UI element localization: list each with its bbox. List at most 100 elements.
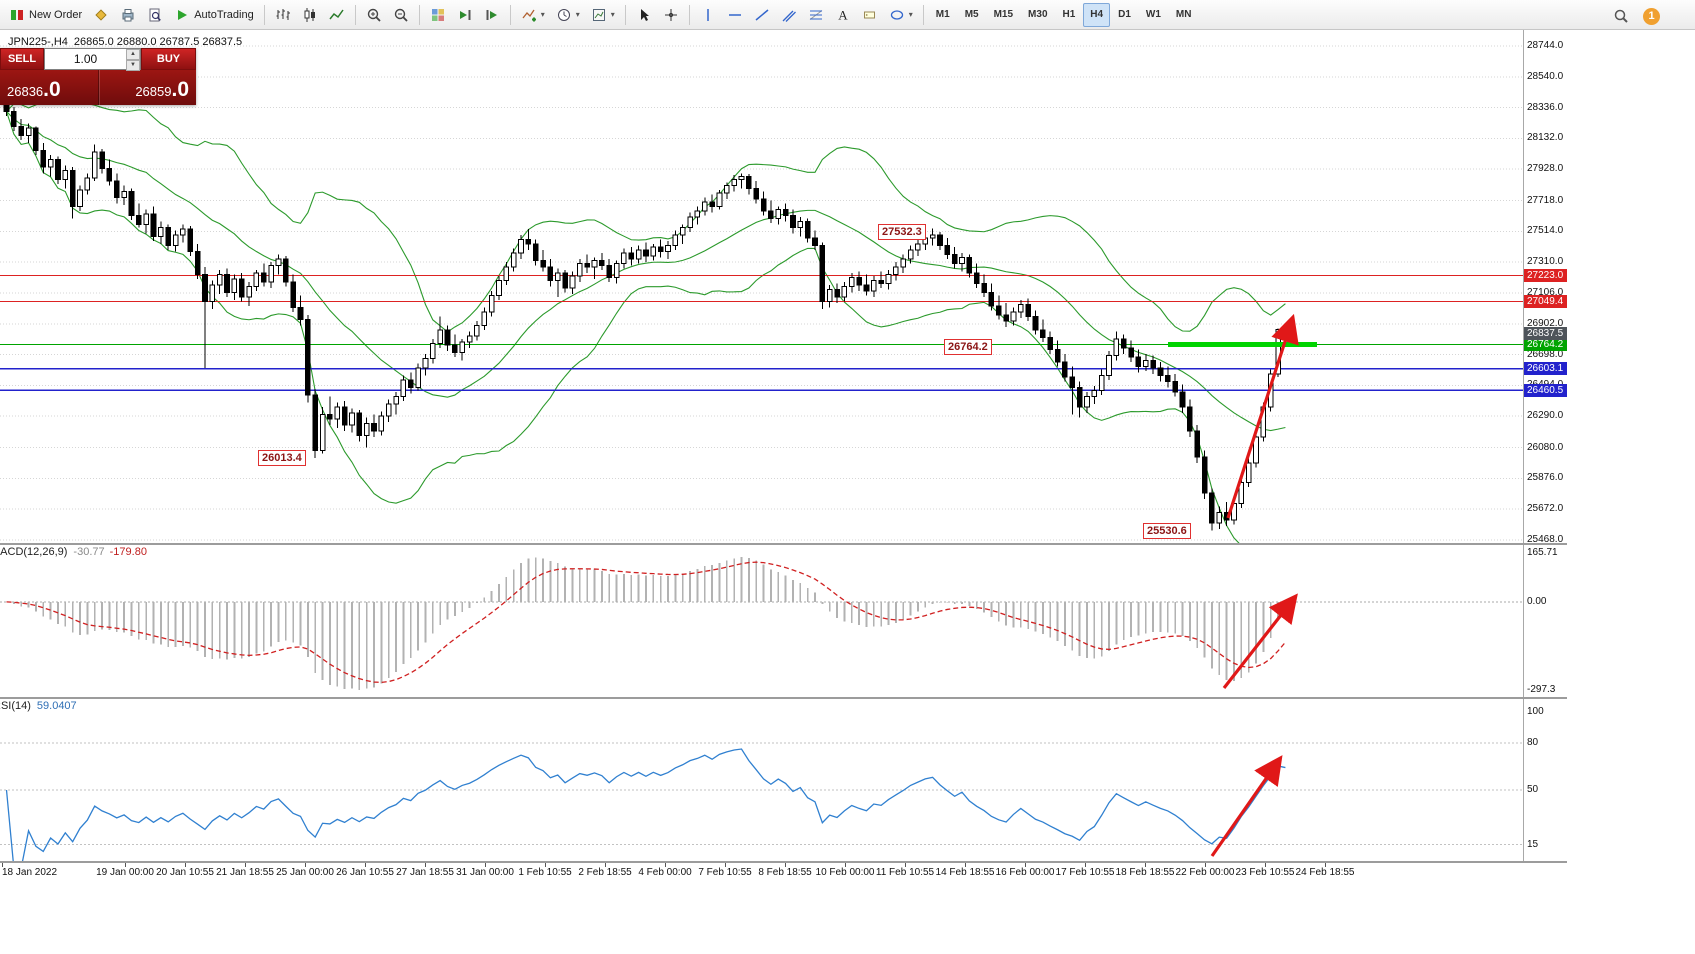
panel-separator[interactable]	[0, 543, 1567, 545]
price-level-label: 26460.5	[1524, 383, 1567, 397]
templates-icon[interactable]: ▾	[586, 3, 620, 27]
search-icon[interactable]	[1608, 4, 1634, 28]
rsi-name: RSI(14)	[0, 700, 31, 712]
macd-panel[interactable]: MACD(12,26,9) -30.77 -179.80 165.71 0.00 -29…	[0, 545, 1567, 697]
volume-down-button[interactable]: ▼	[126, 60, 140, 71]
chart-shift-icon[interactable]	[479, 3, 505, 27]
time-axis[interactable]: 18 Jan 2022 19 Jan 00:00 20 Jan 10:55 21 Ja…	[0, 863, 1567, 881]
candlestick-chart-icon[interactable]	[297, 3, 323, 27]
timeframe-d1[interactable]: D1	[1118, 9, 1131, 20]
time-axis-label: 25 Jan 00:00	[276, 867, 334, 878]
horizontal-line-icon[interactable]	[722, 3, 748, 27]
price-level-label: 26603.1	[1524, 362, 1567, 376]
sell-button[interactable]: SELL	[0, 48, 44, 70]
trend-arrow[interactable]	[1226, 313, 1299, 519]
periods-icon[interactable]: ▾	[551, 3, 585, 27]
time-tick	[1085, 863, 1086, 867]
shapes-icon[interactable]: ▾	[884, 3, 918, 27]
tile-windows-icon[interactable]	[425, 3, 451, 27]
price-axis-label: 26698.0	[1527, 348, 1564, 360]
label-icon[interactable]	[857, 3, 883, 27]
time-axis-label: 18 Feb 18:55	[1115, 867, 1175, 878]
metaeditor-icon[interactable]	[88, 3, 114, 27]
time-tick	[965, 863, 966, 867]
zoom-out-icon[interactable]	[388, 3, 414, 27]
time-axis-label: 20 Jan 10:55	[156, 867, 214, 878]
main-chart-canvas[interactable]	[0, 30, 1523, 543]
time-tick	[2, 863, 3, 867]
timeframe-h4[interactable]: H4	[1083, 2, 1111, 27]
macd-canvas[interactable]	[0, 545, 1523, 697]
trendline-icon[interactable]	[749, 3, 775, 27]
time-tick	[1205, 863, 1206, 867]
price-axis-label: 27514.0	[1527, 225, 1564, 237]
time-axis-label: 31 Jan 00:00	[456, 867, 514, 878]
toolbar-right: 1	[1608, 4, 1660, 28]
price-axis-label: 26290.0	[1527, 410, 1564, 422]
volume-stepper[interactable]: 1.00 ▲ ▼	[44, 48, 141, 71]
price-axis-label: 26902.0	[1527, 317, 1564, 329]
panel-separator[interactable]	[0, 861, 1567, 863]
sell-price-int: 26836	[7, 84, 44, 99]
vertical-line-icon[interactable]	[695, 3, 721, 27]
timeframe-m1[interactable]: M1	[935, 9, 950, 20]
time-tick	[185, 863, 186, 867]
price-annotation[interactable]: 26764.2	[944, 339, 992, 355]
line-chart-icon[interactable]	[324, 3, 350, 27]
price-axis-label: 26080.0	[1527, 441, 1564, 453]
notification-badge[interactable]: 1	[1643, 7, 1660, 25]
timeframe-m30[interactable]: M30	[1028, 9, 1048, 20]
time-tick	[1025, 863, 1026, 867]
timeframe-w1[interactable]: W1	[1145, 9, 1161, 20]
periods-icon-caret: ▾	[575, 10, 580, 19]
candles	[3, 94, 1289, 531]
time-tick	[1325, 863, 1326, 867]
text-icon[interactable]: A	[830, 3, 856, 27]
buy-price[interactable]: 26859.0	[97, 70, 197, 105]
timeframe-mn[interactable]: MN	[1175, 9, 1192, 20]
volume-value[interactable]: 1.00	[73, 52, 98, 66]
timeframe-m15[interactable]: M15	[993, 9, 1014, 20]
timeframe-h1[interactable]: H1	[1062, 9, 1076, 20]
timeframe-m5[interactable]: M5	[964, 9, 979, 20]
panel-separator[interactable]	[0, 697, 1567, 699]
price-axis[interactable]: 28744.0 28540.0 28336.0 28132.0 27928.0 27718…	[1523, 30, 1567, 543]
volume-up-button[interactable]: ▲	[126, 49, 140, 60]
price-annotation[interactable]: 27532.3	[878, 224, 926, 240]
price-level-label: 27049.4	[1524, 295, 1567, 309]
autotrading-button[interactable]: AutoTrading	[169, 3, 259, 27]
fibonacci-icon[interactable]	[803, 3, 829, 27]
chart-annotations-layer: 27532.3 26764.2 26013.4 25530.6	[0, 30, 1523, 543]
buy-price-int: 26859	[135, 84, 172, 99]
indicators-icon[interactable]: ▾	[516, 3, 550, 27]
price-axis-label: 28336.0	[1527, 101, 1564, 113]
macd-histogram	[12, 557, 1287, 690]
equidistant-channel-icon[interactable]	[776, 3, 802, 27]
crosshair-icon[interactable]	[658, 3, 684, 27]
price-level-label: 27223.0	[1524, 268, 1567, 282]
cursor-icon[interactable]	[631, 3, 657, 27]
auto-scroll-icon[interactable]	[452, 3, 478, 27]
price-annotation[interactable]: 25530.6	[1143, 523, 1191, 539]
autotrading-button-label: AutoTrading	[194, 8, 254, 21]
print-icon[interactable]	[115, 3, 141, 27]
rsi-panel[interactable]: RSI(14) 59.0407 100 80 50 15	[0, 699, 1567, 861]
bar-chart-icon[interactable]	[270, 3, 296, 27]
main-chart-panel[interactable]: 27532.3 26764.2 26013.4 25530.6 JPN225-,H4 2…	[0, 30, 1567, 543]
time-axis-label: 17 Feb 10:55	[1055, 867, 1115, 878]
buy-button[interactable]: BUY	[141, 48, 196, 70]
rsi-canvas[interactable]	[0, 699, 1523, 861]
trend-arrow[interactable]	[1222, 593, 1298, 689]
time-axis-label: 21 Jan 18:55	[216, 867, 274, 878]
price-annotation[interactable]: 26013.4	[258, 450, 306, 466]
sell-price[interactable]: 26836.0	[0, 70, 98, 105]
print-preview-icon[interactable]	[142, 3, 168, 27]
trend-arrow[interactable]	[1210, 755, 1283, 857]
time-tick	[605, 863, 606, 867]
zoom-in-icon[interactable]	[361, 3, 387, 27]
macd-main-value: -30.77	[73, 546, 105, 558]
new-order-button[interactable]: New Order	[4, 3, 87, 27]
price-axis-label: 28540.0	[1527, 70, 1564, 82]
time-tick	[1265, 863, 1266, 867]
